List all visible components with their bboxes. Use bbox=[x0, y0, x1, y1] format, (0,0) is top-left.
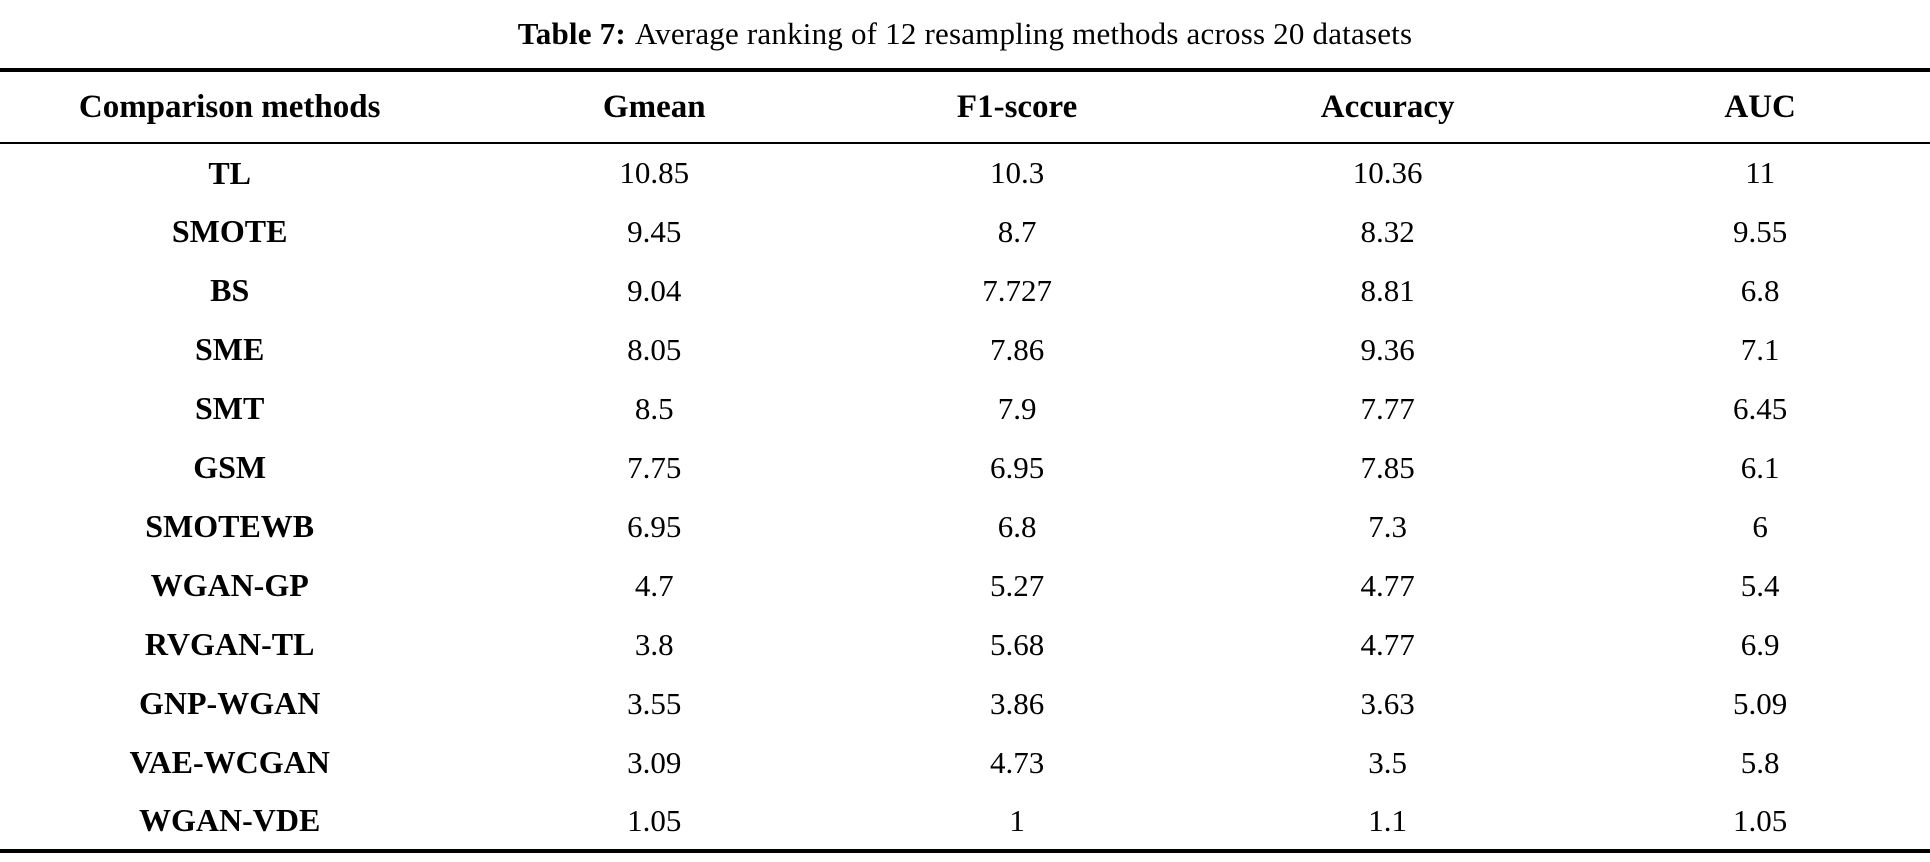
value-cell: 7.1 bbox=[1740, 331, 1780, 367]
value-cell: 7.727 bbox=[982, 272, 1052, 308]
value-cell: 4.77 bbox=[1360, 567, 1415, 603]
value-cell: 9.04 bbox=[627, 272, 682, 308]
value-cell: 5.27 bbox=[989, 567, 1045, 603]
value-cell: 7.85 bbox=[1360, 449, 1415, 485]
value-cell: 5.09 bbox=[1733, 685, 1788, 721]
value-cell: 3.86 bbox=[989, 685, 1045, 721]
table-caption: Table 7: Average ranking of 12 resamplin… bbox=[0, 0, 1930, 68]
value-cell: 3.63 bbox=[1360, 685, 1415, 721]
method-cell: TL bbox=[208, 154, 251, 191]
value-cell: 6.8 bbox=[1740, 272, 1780, 308]
table-row: GSM 7.75 6.95 7.85 6.1 bbox=[0, 438, 1930, 497]
value-cell: 6.9 bbox=[1740, 626, 1780, 662]
value-cell: 3.55 bbox=[627, 685, 682, 721]
value-cell: 1.05 bbox=[627, 802, 682, 838]
value-cell: 5.4 bbox=[1740, 567, 1780, 603]
table-row: WGAN-VDE 1.05 1 1.1 1.05 bbox=[0, 792, 1930, 851]
value-cell: 1.05 bbox=[1733, 802, 1788, 838]
table-row: TL 10.85 10.3 10.36 11 bbox=[0, 143, 1930, 202]
header-row: Comparison methods Gmean F1-score Accura… bbox=[0, 70, 1930, 143]
value-cell: 8.7 bbox=[997, 213, 1037, 249]
value-cell: 9.36 bbox=[1360, 331, 1415, 367]
method-cell: RVGAN-TL bbox=[144, 626, 315, 662]
value-cell: 9.45 bbox=[627, 213, 682, 249]
value-cell: 6.1 bbox=[1740, 449, 1780, 485]
value-cell: 7.86 bbox=[989, 331, 1045, 367]
value-cell: 6.45 bbox=[1733, 390, 1788, 426]
value-cell: 3.8 bbox=[634, 626, 674, 662]
value-cell: 5.8 bbox=[1740, 744, 1780, 780]
value-cell: 4.77 bbox=[1360, 626, 1415, 662]
table-row: SMT 8.5 7.9 7.77 6.45 bbox=[0, 379, 1930, 438]
value-cell: 1 bbox=[1009, 802, 1025, 838]
value-cell: 10.3 bbox=[989, 155, 1045, 190]
table-caption-text: Average ranking of 12 resampling methods… bbox=[634, 16, 1413, 51]
table-row: VAE-WCGAN 3.09 4.73 3.5 5.8 bbox=[0, 733, 1930, 792]
table-row: RVGAN-TL 3.8 5.68 4.77 6.9 bbox=[0, 615, 1930, 674]
value-cell: 8.5 bbox=[634, 390, 674, 426]
column-header-gmean: Gmean bbox=[602, 88, 706, 125]
value-cell: 7.75 bbox=[627, 449, 682, 485]
value-cell: 10.36 bbox=[1352, 155, 1423, 190]
table-row: SMOTEWB 6.95 6.8 7.3 6 bbox=[0, 497, 1930, 556]
method-cell: SMOTEWB bbox=[145, 508, 315, 544]
value-cell: 8.81 bbox=[1360, 272, 1415, 308]
value-cell: 1.1 bbox=[1368, 802, 1408, 838]
table-row: BS 9.04 7.727 8.81 6.8 bbox=[0, 261, 1930, 320]
method-cell: WGAN-GP bbox=[150, 567, 309, 603]
method-cell: SMT bbox=[194, 390, 265, 426]
value-cell: 10.85 bbox=[619, 155, 690, 190]
value-cell: 7.3 bbox=[1368, 508, 1408, 544]
value-cell: 4.73 bbox=[989, 744, 1045, 780]
method-cell: SME bbox=[194, 331, 265, 367]
value-cell: 3.09 bbox=[627, 744, 682, 780]
value-cell: 7.77 bbox=[1360, 390, 1415, 426]
method-cell: WGAN-VDE bbox=[139, 802, 321, 838]
value-cell: 7.9 bbox=[997, 390, 1037, 426]
method-cell: GNP-WGAN bbox=[139, 685, 321, 721]
method-cell: SMOTE bbox=[171, 213, 288, 249]
table-row: GNP-WGAN 3.55 3.86 3.63 5.09 bbox=[0, 674, 1930, 733]
method-cell: VAE-WCGAN bbox=[129, 744, 330, 780]
value-cell: 6.95 bbox=[989, 449, 1045, 485]
table-row: SME 8.05 7.86 9.36 7.1 bbox=[0, 320, 1930, 379]
column-header-auc: AUC bbox=[1724, 88, 1796, 125]
value-cell: 8.05 bbox=[627, 331, 682, 367]
value-cell: 8.32 bbox=[1360, 213, 1415, 249]
value-cell: 5.68 bbox=[989, 626, 1045, 662]
ranking-table: Comparison methods Gmean F1-score Accura… bbox=[0, 68, 1930, 853]
value-cell: 11 bbox=[1745, 155, 1776, 190]
value-cell: 3.5 bbox=[1368, 744, 1408, 780]
column-header-comparison-methods: Comparison methods bbox=[78, 88, 381, 125]
value-cell: 6 bbox=[1752, 508, 1768, 544]
column-header-f1-score: F1-score bbox=[956, 88, 1078, 125]
value-cell: 4.7 bbox=[634, 567, 674, 603]
table-caption-label: Table 7: bbox=[517, 16, 626, 51]
method-cell: GSM bbox=[193, 449, 267, 485]
value-cell: 6.8 bbox=[997, 508, 1037, 544]
value-cell: 6.95 bbox=[627, 508, 682, 544]
table-row: SMOTE 9.45 8.7 8.32 9.55 bbox=[0, 202, 1930, 261]
table-row: WGAN-GP 4.7 5.27 4.77 5.4 bbox=[0, 556, 1930, 615]
column-header-accuracy: Accuracy bbox=[1320, 88, 1455, 125]
method-cell: BS bbox=[210, 272, 250, 308]
value-cell: 9.55 bbox=[1733, 213, 1788, 249]
